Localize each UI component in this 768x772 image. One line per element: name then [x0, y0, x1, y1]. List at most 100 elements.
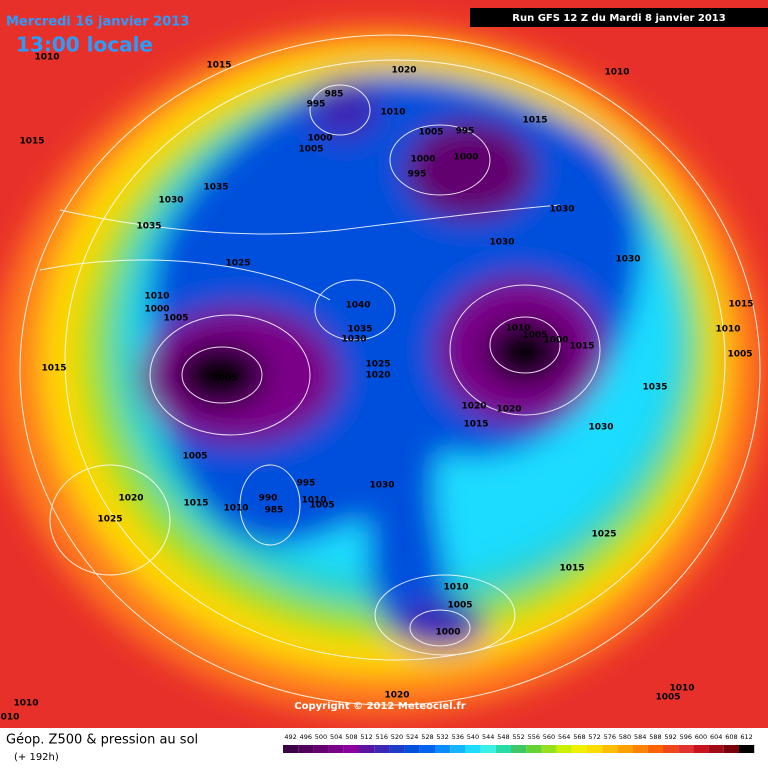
legend-swatch	[419, 745, 435, 753]
isobar-label: 1025	[225, 259, 250, 269]
legend-value: 528	[421, 733, 433, 741]
run-info: Run GFS 12 Z du Mardi 8 janvier 2013	[512, 13, 725, 24]
isobar-label: 1035	[347, 325, 372, 335]
legend-swatch	[404, 745, 420, 753]
legend-swatch	[389, 745, 405, 753]
isobar-label: 1010	[223, 504, 248, 514]
isobar-label: 1000	[453, 153, 478, 163]
isobar-label: 1015	[183, 499, 208, 509]
legend-value: 532	[436, 733, 448, 741]
isobar-label: 1040	[345, 301, 370, 311]
isobar-label: 1000	[410, 155, 435, 165]
isobar-label: 1015	[569, 342, 594, 352]
legend-swatch	[632, 745, 648, 753]
isobar-label: 1010	[380, 108, 405, 118]
forecast-date: Mercredi 16 janvier 2013	[6, 15, 189, 30]
isobar-label: 1005	[727, 350, 752, 360]
legend-value: 604	[710, 733, 722, 741]
legend-swatch	[571, 745, 587, 753]
legend-swatch	[450, 745, 466, 753]
geopotential-field	[0, 0, 768, 728]
isobar-label: 1030	[549, 205, 574, 215]
legend-swatch	[374, 745, 390, 753]
legend-value: 540	[467, 733, 479, 741]
legend-value: 584	[634, 733, 646, 741]
legend-swatch	[678, 745, 694, 753]
legend-value: 608	[725, 733, 737, 741]
isobar-label: 1035	[642, 383, 667, 393]
isobar-label: 1000	[144, 305, 169, 315]
isobar-label: 1010	[443, 583, 468, 593]
isobar-label: 1005	[655, 693, 680, 703]
legend-value: 560	[543, 733, 555, 741]
legend-swatch	[587, 745, 603, 753]
isobar-label: 1010	[604, 68, 629, 78]
isobar-label: 1035	[203, 183, 228, 193]
legend-value: 600	[695, 733, 707, 741]
legend-value: 544	[482, 733, 494, 741]
legend-swatch	[556, 745, 572, 753]
isobar-label: 1030	[369, 481, 394, 491]
isobar-label: 1005	[418, 128, 443, 138]
isobar-label: 1020	[496, 405, 521, 415]
legend-value: 568	[573, 733, 585, 741]
legend-swatch	[298, 745, 314, 753]
isobar-label: 995	[297, 479, 316, 489]
legend-value: 500	[315, 733, 327, 741]
isobar-label: 1025	[97, 515, 122, 525]
legend-swatch	[435, 745, 451, 753]
copyright: Copyright © 2012 Meteociel.fr	[294, 701, 465, 712]
legend-swatch	[480, 745, 496, 753]
legend-swatch	[647, 745, 663, 753]
isobar-label: 985	[325, 90, 344, 100]
forecast-time: 13:00 locale	[16, 33, 153, 57]
legend-swatch	[465, 745, 481, 753]
isobar-label: 1000	[435, 628, 460, 638]
isobar-label: 1030	[158, 196, 183, 206]
isobar-label: 1020	[118, 494, 143, 504]
isobar-label: 1020	[384, 691, 409, 701]
isobar-label: 1000	[543, 336, 568, 346]
legend-title: Géop. Z500 & pression au sol	[6, 733, 198, 748]
isobar-label: 995	[307, 100, 326, 110]
legend-value: 520	[391, 733, 403, 741]
legend-value: 492	[284, 733, 296, 741]
isobar-label: 985	[265, 506, 284, 516]
legend-value: 572	[588, 733, 600, 741]
legend-value: 592	[664, 733, 676, 741]
isobar-label: 1010	[301, 496, 326, 506]
isobar-label: 990	[259, 494, 278, 504]
legend-swatch	[313, 745, 329, 753]
legend-value: 512	[360, 733, 372, 741]
isobar-label: 010	[1, 713, 20, 723]
isobar-label: 1015	[463, 420, 488, 430]
legend-swatch	[359, 745, 375, 753]
legend-value: 516	[376, 733, 388, 741]
isobar-label: 1035	[136, 222, 161, 232]
isobar-label: 1015	[728, 300, 753, 310]
isobar-label: 1010	[13, 699, 38, 709]
isobar-label: 1005	[163, 314, 188, 324]
legend-swatch	[663, 745, 679, 753]
isobar-label: 1010	[34, 53, 59, 63]
isobar-label: 995	[408, 170, 427, 180]
legend-swatch	[541, 745, 557, 753]
isobars	[19, 34, 761, 706]
isobar-label: 1025	[365, 360, 390, 370]
legend-swatch	[495, 745, 511, 753]
legend-value: 580	[619, 733, 631, 741]
legend-value: 564	[558, 733, 570, 741]
legend-value: 536	[452, 733, 464, 741]
legend-subtitle: (+ 192h)	[14, 752, 59, 763]
legend-value: 552	[512, 733, 524, 741]
legend-swatch	[526, 745, 542, 753]
isobar-label: 1010	[715, 325, 740, 335]
isobar-label: 1005	[447, 601, 472, 611]
legend-swatch	[343, 745, 359, 753]
isobar-label: 1020	[365, 371, 390, 381]
isobar-label: 1005	[212, 374, 237, 384]
legend-value: 596	[680, 733, 692, 741]
isobar-label: 1015	[559, 564, 584, 574]
legend-value: 612	[740, 733, 752, 741]
legend-swatch	[708, 745, 724, 753]
